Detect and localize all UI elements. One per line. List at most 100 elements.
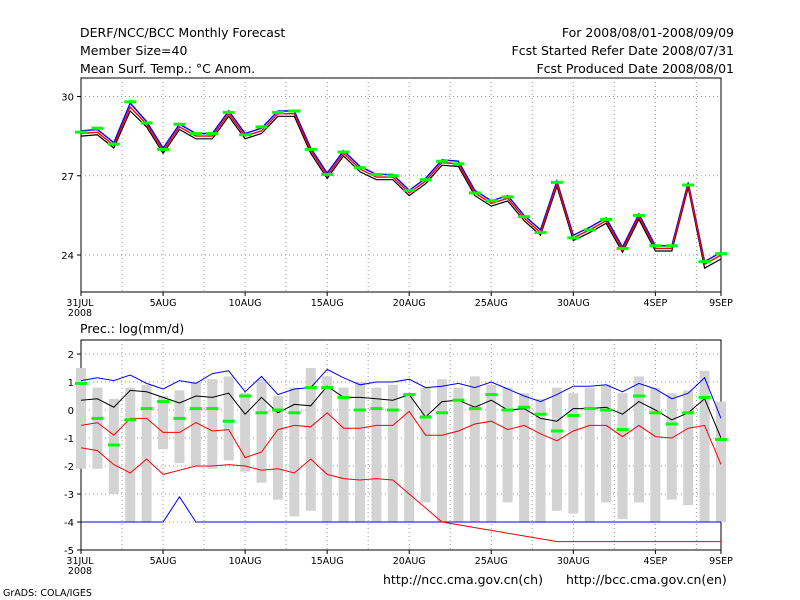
url-english-link[interactable]: http://bcc.cma.gov.cn(en) — [566, 572, 727, 587]
chart-title: DERF/NCC/BCC Monthly Forecast — [80, 25, 286, 40]
precip-marker — [91, 416, 104, 420]
temp-marker — [715, 252, 727, 256]
precip-mean-line — [81, 385, 721, 439]
precip-marker — [682, 411, 695, 415]
forecast-produced-date-label: Fcst Produced Date 2008/08/01 — [536, 61, 734, 76]
temp-xtick-label: 25AUG — [475, 298, 508, 309]
precip-box — [601, 384, 612, 503]
temp-marker — [222, 110, 235, 114]
precip-min-line — [81, 495, 721, 523]
precip-marker — [518, 405, 531, 409]
temp-marker — [682, 183, 695, 187]
precip-marker — [173, 416, 186, 420]
precip-lower2-line — [81, 447, 721, 543]
precip-marker — [550, 429, 563, 433]
temp-marker — [403, 188, 416, 192]
precip-marker — [485, 393, 498, 397]
precip-box — [699, 370, 710, 522]
precip-marker — [255, 411, 268, 415]
precip-marker — [304, 386, 317, 390]
variable-label: Mean Surf. Temp.: °C Anom. — [80, 61, 256, 76]
temp-marker — [386, 174, 399, 178]
temp-mean-line — [80, 105, 722, 266]
precip-box — [240, 393, 251, 472]
precip-ytick-label: 1 — [68, 378, 74, 389]
precip-box — [371, 387, 382, 522]
precip-box — [141, 384, 152, 522]
temp-xtick-label: 15AUG — [311, 298, 344, 309]
precip-marker — [501, 408, 514, 412]
temp-marker — [665, 244, 678, 248]
precip-box — [207, 379, 218, 469]
precip-xtick-year-label: 2008 — [68, 566, 92, 577]
temp-marker — [583, 228, 596, 232]
member-size-label: Member Size=40 — [80, 43, 188, 58]
precip-ytick-label: -4 — [64, 518, 74, 529]
precip-ytick-label: -3 — [64, 490, 74, 501]
precip-box — [190, 382, 201, 466]
precip-marker — [370, 407, 383, 411]
precip-box — [617, 393, 628, 520]
temp-marker — [206, 131, 219, 135]
temp-marker — [485, 199, 498, 203]
precip-marker — [75, 381, 87, 385]
precip-box — [437, 379, 448, 522]
precip-box — [716, 401, 726, 522]
precip-box — [125, 387, 136, 522]
precip-box — [633, 376, 644, 503]
temp-marker — [304, 147, 317, 151]
temp-marker — [534, 231, 547, 235]
precip-box — [469, 376, 480, 522]
precip-box — [223, 376, 234, 461]
temp-marker — [337, 150, 350, 154]
precip-xtick-label: 9SEP — [709, 556, 733, 567]
precip-lower-line — [81, 410, 721, 465]
temp-marker — [616, 246, 629, 250]
precip-marker — [715, 437, 727, 441]
temp-marker — [91, 126, 104, 130]
temp-lower-line — [80, 109, 722, 270]
temp-marker — [600, 217, 613, 221]
temp-marker — [567, 236, 580, 240]
temp-xtick-label: 30AUG — [557, 298, 590, 309]
temp-xtick-year-label: 2008 — [68, 308, 92, 319]
precip-marker — [288, 411, 301, 415]
precip-marker — [665, 422, 678, 426]
precip-marker — [239, 394, 252, 398]
temp-xtick-label: 10AUG — [229, 298, 262, 309]
precip-box — [322, 376, 333, 522]
precip-marker — [206, 407, 219, 411]
precip-box — [650, 387, 661, 522]
temp-xtick-label: 5AUG — [150, 298, 177, 309]
precip-xtick-label: 5AUG — [150, 556, 177, 567]
precip-box — [272, 396, 283, 500]
temp-ytick-label: 27 — [61, 172, 74, 183]
precip-marker — [271, 408, 284, 412]
temp-marker — [698, 260, 711, 264]
url-chinese-link[interactable]: http://ncc.cma.gov.cn(ch) — [383, 572, 543, 587]
temp-marker — [321, 172, 334, 176]
temp-marker — [140, 121, 153, 125]
precip-marker — [124, 418, 137, 422]
precip-marker — [140, 407, 153, 411]
precip-box — [174, 390, 185, 464]
forecast-start-date-label: Fcst Started Refer Date 2008/07/31 — [511, 43, 735, 58]
temp-ytick-label: 30 — [61, 92, 74, 103]
temp-marker — [255, 125, 268, 129]
temp-marker — [518, 215, 531, 219]
temp-marker — [452, 162, 465, 166]
temp-ytick-label: 24 — [61, 251, 74, 262]
temp-marker — [436, 159, 449, 163]
precip-panel-title: Prec.: log(mm/d) — [80, 321, 185, 336]
precip-marker — [534, 412, 547, 416]
precip-marker — [632, 394, 645, 398]
temp-xtick-label: 20AUG — [393, 298, 426, 309]
temp-marker — [173, 122, 186, 126]
precip-xtick-label: 30AUG — [557, 556, 590, 567]
forecast-period-label: For 2008/08/01-2008/09/09 — [561, 25, 734, 40]
precip-xtick-label: 4SEP — [643, 556, 667, 567]
precip-box — [158, 396, 169, 450]
precip-box — [338, 387, 349, 522]
precip-box — [486, 384, 497, 522]
